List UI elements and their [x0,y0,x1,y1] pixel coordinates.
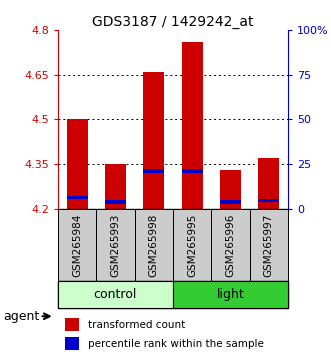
Bar [258,199,279,202]
Bar [143,72,164,209]
Bar [173,281,288,308]
Bar [173,209,211,281]
Bar [143,169,164,173]
Bar [182,42,203,209]
Text: transformed count: transformed count [88,320,185,330]
Text: agent: agent [3,310,40,323]
Text: GSM265996: GSM265996 [225,213,235,277]
Text: percentile rank within the sample: percentile rank within the sample [88,339,263,349]
Bar [58,209,96,281]
Text: GSM265995: GSM265995 [187,213,197,277]
Text: GSM265984: GSM265984 [72,213,82,277]
Bar [96,209,135,281]
Bar [220,170,241,209]
Text: GSM265997: GSM265997 [264,213,274,277]
Bar [220,200,241,204]
Bar [65,337,79,350]
Bar [211,209,250,281]
Text: GSM265998: GSM265998 [149,213,159,277]
Title: GDS3187 / 1429242_at: GDS3187 / 1429242_at [92,15,254,29]
Bar [65,318,79,331]
Bar [58,281,173,308]
Bar [105,164,126,209]
Bar [105,200,126,204]
Text: light: light [216,288,244,301]
Bar [67,196,88,199]
Bar [135,209,173,281]
Text: control: control [94,288,137,301]
Bar [250,209,288,281]
Bar [182,169,203,173]
Text: GSM265993: GSM265993 [111,213,120,277]
Bar [67,119,88,209]
Bar [258,158,279,209]
